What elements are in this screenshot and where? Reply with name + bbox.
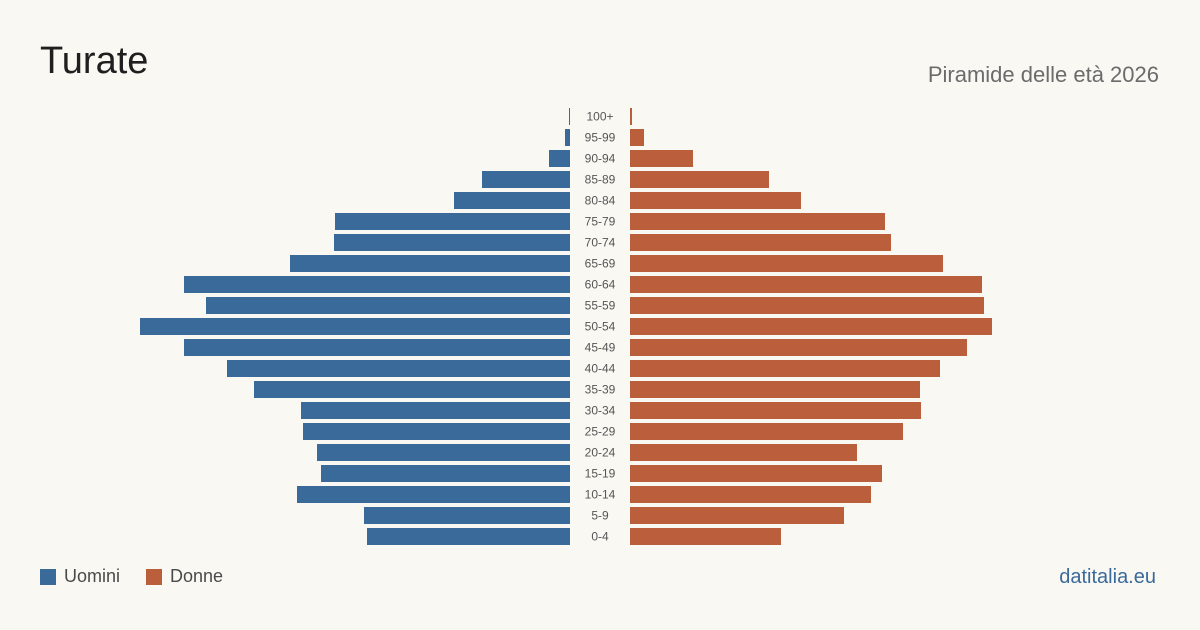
bar-women-70-74 [630, 234, 891, 251]
bar-women-60-64 [630, 276, 982, 293]
age-label-35-39: 35-39 [585, 383, 616, 397]
bar-women-45-49 [630, 339, 967, 356]
bar-women-10-14 [630, 486, 871, 503]
legend-item-women: Donne [146, 566, 223, 587]
age-label-15-19: 15-19 [585, 467, 616, 481]
men-swatch [40, 568, 56, 585]
legend-label-men: Uomini [64, 566, 121, 586]
bar-men-50-54 [140, 318, 570, 335]
bar-women-50-54 [630, 318, 992, 335]
age-label-0-4: 0-4 [591, 530, 609, 544]
bar-men-45-49 [184, 339, 570, 356]
age-label-25-29: 25-29 [585, 425, 616, 439]
bar-men-60-64 [184, 276, 570, 293]
page-title: Turate [40, 40, 149, 82]
bar-women-75-79 [630, 213, 885, 230]
chart-subtitle: Piramide delle età 2026 [927, 62, 1159, 87]
bar-men-75-79 [335, 213, 570, 230]
bar-men-25-29 [303, 423, 570, 440]
age-label-95-99: 95-99 [585, 131, 616, 145]
legend-item-men: Uomini [40, 566, 120, 587]
legend-label-women: Donne [170, 566, 224, 586]
bar-men-100plus [569, 108, 570, 125]
bar-women-15-19 [630, 465, 882, 482]
age-label-5-9: 5-9 [591, 509, 609, 523]
bar-women-25-29 [630, 423, 903, 440]
bar-men-80-84 [454, 192, 570, 209]
age-label-70-74: 70-74 [585, 236, 616, 250]
bar-women-65-69 [630, 255, 943, 272]
age-label-40-44: 40-44 [585, 362, 616, 376]
bar-men-40-44 [227, 360, 570, 377]
bar-men-90-94 [549, 150, 570, 167]
age-label-20-24: 20-24 [585, 446, 616, 460]
legend: Uomini Donne [40, 566, 249, 587]
age-label-100plus: 100+ [586, 110, 613, 124]
age-label-80-84: 80-84 [585, 194, 616, 208]
bar-men-20-24 [317, 444, 570, 461]
bar-women-85-89 [630, 171, 769, 188]
bar-men-0-4 [367, 528, 570, 545]
bar-women-80-84 [630, 192, 801, 209]
age-label-90-94: 90-94 [585, 152, 616, 166]
age-label-50-54: 50-54 [585, 320, 616, 334]
age-label-85-89: 85-89 [585, 173, 616, 187]
bar-women-35-39 [630, 381, 920, 398]
bar-men-15-19 [321, 465, 570, 482]
age-label-55-59: 55-59 [585, 299, 616, 313]
women-swatch [146, 568, 163, 585]
bar-women-100plus [630, 108, 632, 125]
bar-men-70-74 [334, 234, 570, 251]
bar-women-0-4 [630, 528, 781, 545]
bar-women-40-44 [630, 360, 940, 377]
bar-men-30-34 [301, 402, 570, 419]
bar-women-90-94 [630, 150, 693, 167]
bar-women-20-24 [630, 444, 857, 461]
bar-men-85-89 [482, 171, 570, 188]
bar-women-5-9 [630, 507, 844, 524]
bar-women-55-59 [630, 297, 984, 314]
age-label-30-34: 30-34 [585, 404, 616, 418]
bar-men-35-39 [254, 381, 570, 398]
bar-men-55-59 [206, 297, 570, 314]
bar-men-65-69 [290, 255, 570, 272]
age-label-65-69: 65-69 [585, 257, 616, 271]
age-label-60-64: 60-64 [585, 278, 616, 292]
age-label-75-79: 75-79 [585, 215, 616, 229]
source-link[interactable]: datitalia.eu [1059, 566, 1156, 588]
age-label-45-49: 45-49 [585, 341, 616, 355]
bar-men-10-14 [297, 486, 570, 503]
bar-women-30-34 [630, 402, 921, 419]
bar-women-95-99 [630, 129, 644, 146]
age-label-10-14: 10-14 [585, 488, 616, 502]
bar-men-5-9 [364, 507, 570, 524]
bar-men-95-99 [565, 129, 570, 146]
